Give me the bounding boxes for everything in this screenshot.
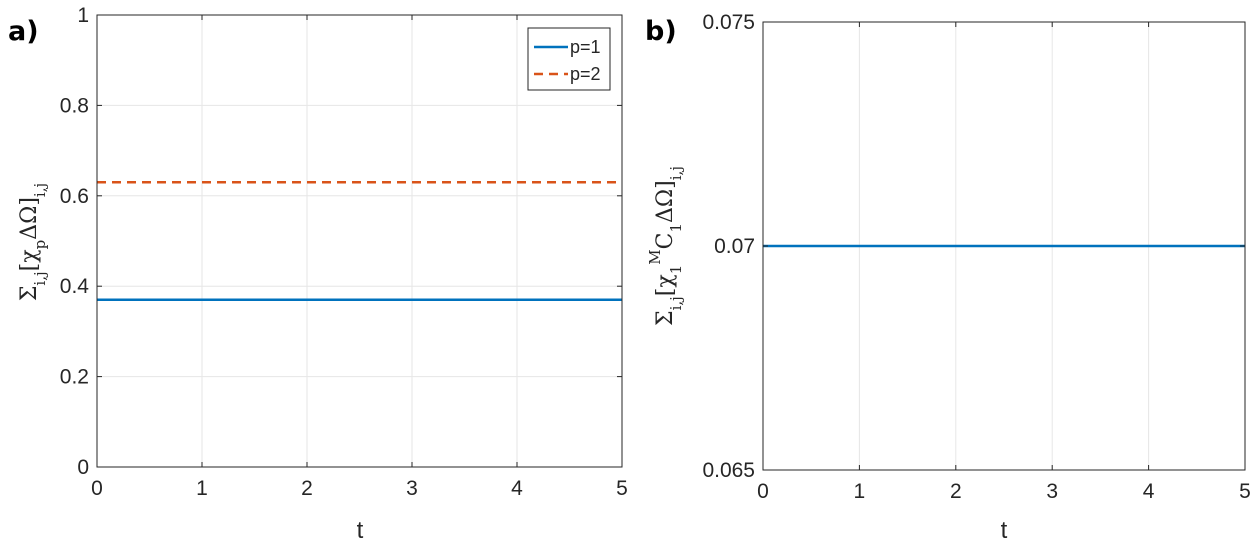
legend-label-p1: p=1 xyxy=(570,37,601,57)
x-tick-label: 0 xyxy=(91,477,103,500)
panel-a-ticks: 0 1 2 3 4 5 0 0.2 0.4 0.6 0.8 1 xyxy=(60,4,628,500)
ylabel-b-sigma: Σ xyxy=(653,310,678,326)
ylabel-a-sub-p: p xyxy=(31,240,49,250)
y-tick-label: 0.8 xyxy=(60,94,89,117)
ylabel-b-sub-1-2: 1 xyxy=(667,223,685,233)
ylabel-b-sup-M: M xyxy=(646,249,664,264)
legend-label-p2: p=2 xyxy=(570,64,601,84)
ylabel-b-sub-1: 1 xyxy=(667,265,685,275)
panel-b-ticks: 0 1 2 3 4 5 0.065 0.07 0.075 xyxy=(702,11,1250,503)
panel-b-label: b) xyxy=(645,16,677,47)
x-tick-label: 1 xyxy=(854,480,866,503)
ylabel-b-chi: [χ xyxy=(653,274,678,296)
x-tick-label: 3 xyxy=(406,477,418,500)
panel-a-label: a) xyxy=(8,16,39,47)
x-tick-label: 1 xyxy=(196,477,208,500)
y-tick-label: 1 xyxy=(77,4,89,27)
panel-a-x-axis-label: t xyxy=(357,517,364,544)
x-tick-label: 5 xyxy=(616,477,628,500)
y-tick-label: 0.07 xyxy=(714,235,755,258)
panel-a: a) 0 1 2 3 4 500.20.40.60.81 t Σi,j[χpΔΩ]i,j … xyxy=(8,4,628,544)
ylabel-a-chi: [χ xyxy=(17,249,42,271)
panel-a-legend: p=1 p=2 xyxy=(527,27,611,91)
ylabel-b-sub-ij: i,j xyxy=(667,296,685,310)
ylabel-b-C: C xyxy=(653,233,678,250)
panel-a-axes-box xyxy=(96,14,623,468)
y-tick-label: 0.2 xyxy=(60,366,89,389)
ylabel-b-delta-omega: ΔΩ] xyxy=(653,180,678,223)
y-tick-label: 0.4 xyxy=(60,275,90,298)
ylabel-a-sigma: Σ xyxy=(17,286,42,302)
panel-a-y-axis-label: Σi,j[χpΔΩ]i,j xyxy=(17,183,49,301)
x-tick-label: 5 xyxy=(1239,480,1251,503)
y-tick-label: 0.075 xyxy=(702,11,755,34)
panel-b-x-axis-label: t xyxy=(1001,517,1008,544)
ylabel-a-delta-omega: ΔΩ] xyxy=(17,197,42,240)
x-tick-label: 2 xyxy=(950,480,962,503)
x-tick-label: 2 xyxy=(301,477,313,500)
y-tick-label: 0.6 xyxy=(60,185,89,208)
x-tick-label: 0 xyxy=(757,480,769,503)
ylabel-b-sub-ij-2: i,j xyxy=(667,166,685,180)
legend-box xyxy=(527,27,611,91)
panel-b-y-axis-label: Σi,j[χ1MC1ΔΩ]i,j xyxy=(646,166,685,326)
panel-a-series xyxy=(97,180,622,302)
y-tick-label: 0 xyxy=(77,456,89,479)
ylabel-a-sub-ij: i,j xyxy=(31,271,49,285)
x-tick-label: 4 xyxy=(511,477,523,500)
x-tick-label: 3 xyxy=(1046,480,1058,503)
y-tick-label: 0.065 xyxy=(702,459,755,482)
ylabel-a-sub-ij-2: i,j xyxy=(31,183,49,197)
x-tick-label: 4 xyxy=(1143,480,1155,503)
panel-a-grid xyxy=(97,15,622,467)
